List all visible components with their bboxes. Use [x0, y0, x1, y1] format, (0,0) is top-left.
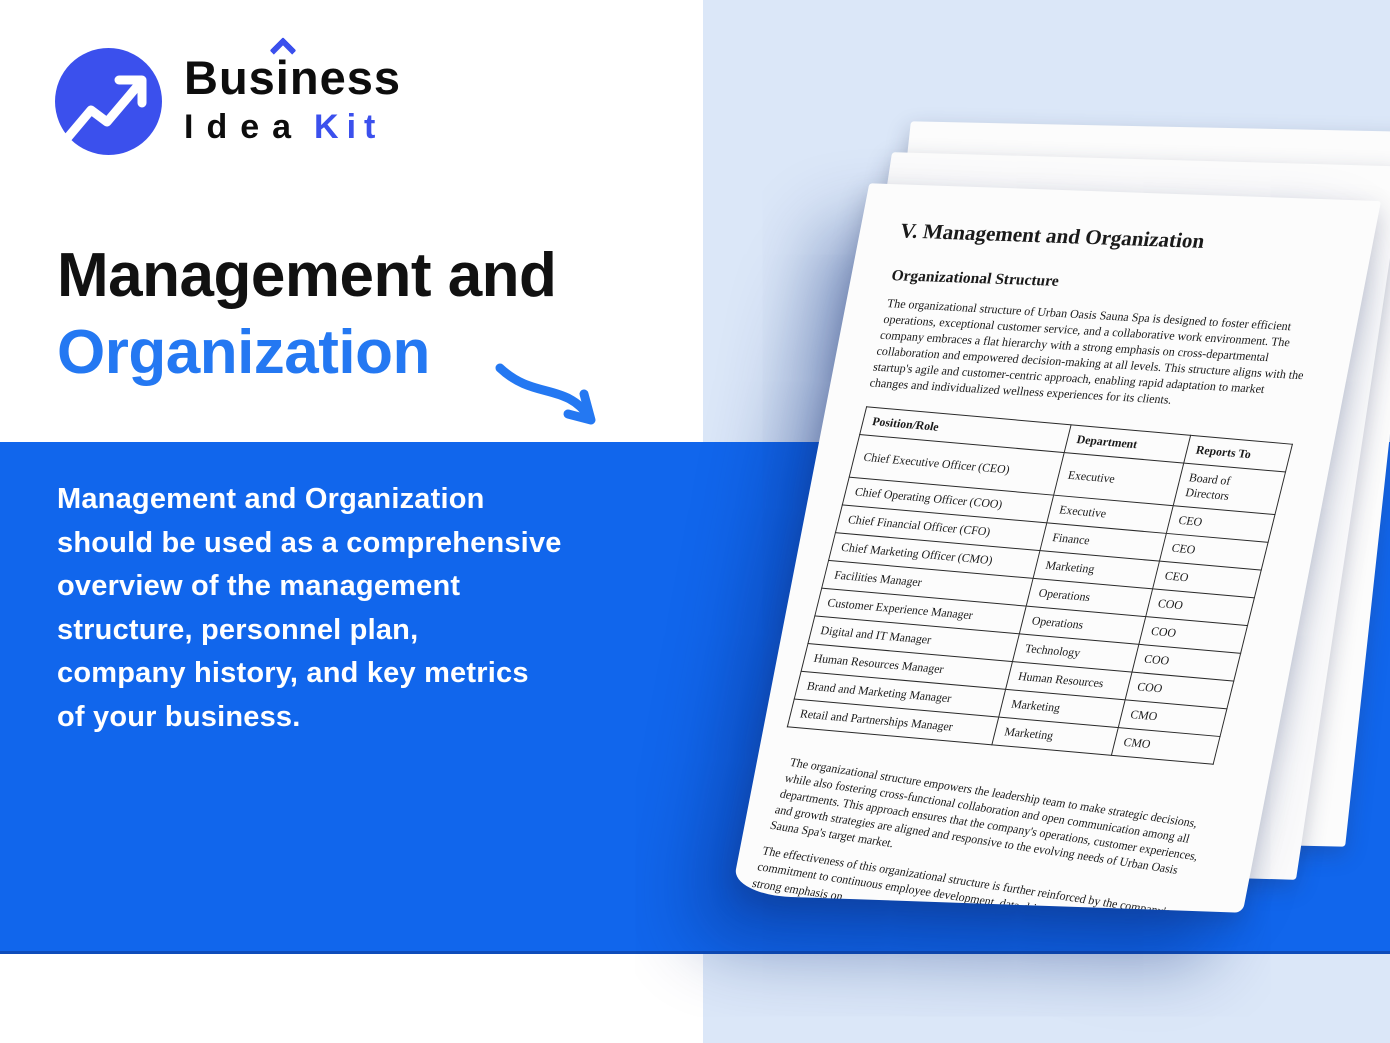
- brand-word-business-pre: Bus: [184, 51, 276, 104]
- brand-wordmark: Bus iness Idea Kit: [184, 37, 401, 144]
- hero-description: Management and Organization should be us…: [57, 483, 562, 733]
- brand-word-business: Bus iness: [184, 37, 401, 104]
- brand-word-kit: Kit: [314, 108, 384, 146]
- brand-word-idea-kit: Idea Kit: [184, 110, 401, 144]
- brand-word-business-post: ness: [289, 51, 401, 104]
- brand-word-idea: Idea: [184, 108, 305, 146]
- doc-section-heading: Organizational Structure: [889, 267, 1061, 290]
- hero-title-line2: Organization: [57, 317, 430, 387]
- brand-letter-i: i: [269, 37, 297, 101]
- page-title: Management and Organization: [57, 238, 557, 392]
- trend-arrow-logo-icon: [55, 48, 162, 155]
- brand-logo: Bus iness Idea Kit: [55, 37, 401, 155]
- doc-title: V. Management and Organization: [898, 218, 1207, 253]
- hero-title-line1: Management and: [57, 241, 557, 310]
- curved-arrow-icon: [495, 363, 596, 425]
- doc-closing-block: The organizational structure empowers th…: [750, 754, 1218, 912]
- doc-intro-paragraph: The organizational structure of Urban Oa…: [868, 296, 1306, 408]
